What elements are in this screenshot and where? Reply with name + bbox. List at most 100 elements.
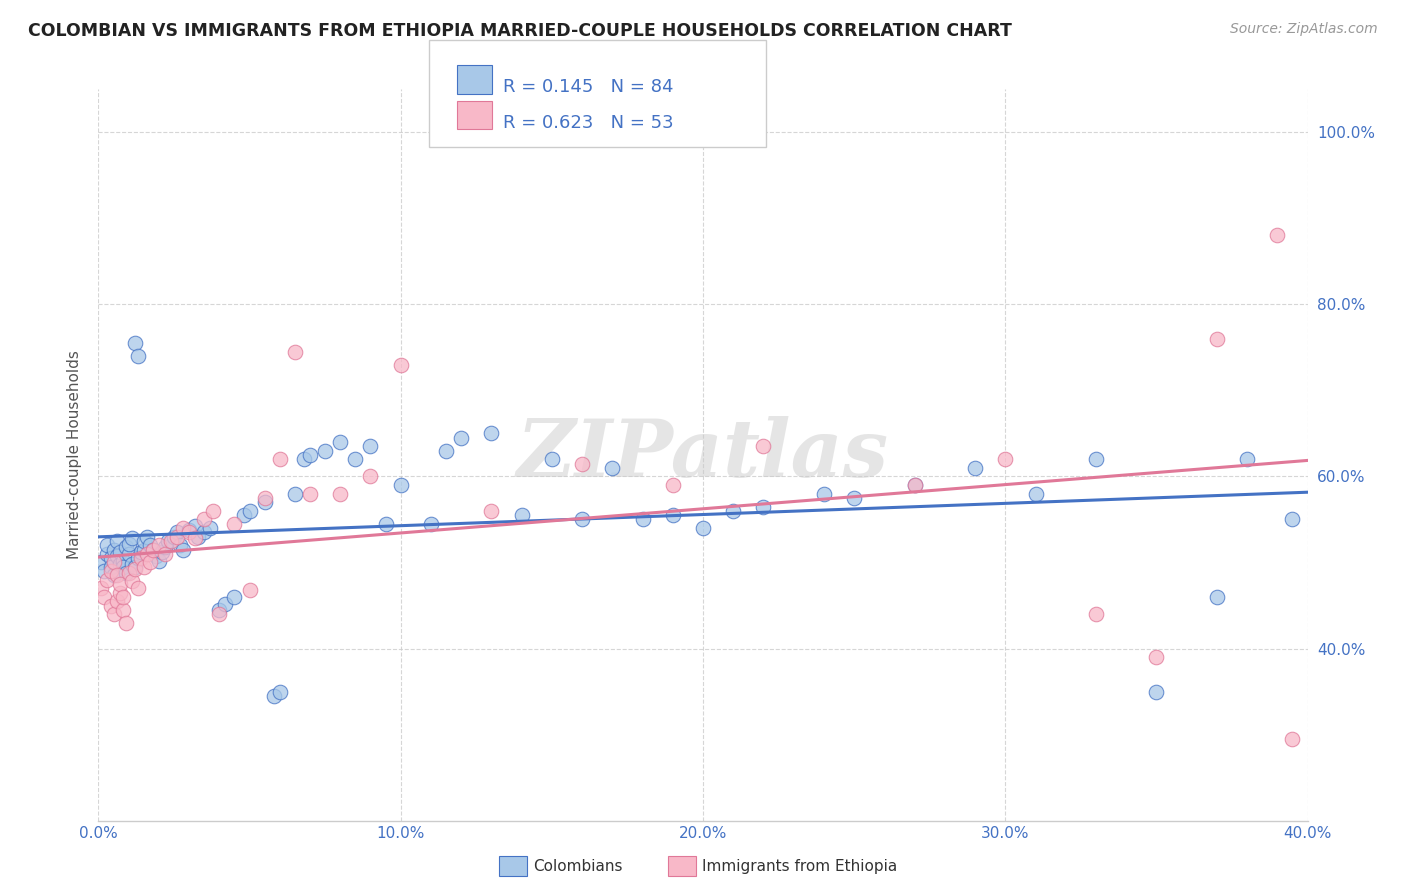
Point xyxy=(105,568,128,582)
Point xyxy=(135,547,157,561)
Point xyxy=(156,533,179,548)
Point xyxy=(434,443,457,458)
Point xyxy=(135,530,157,544)
Point xyxy=(360,469,382,483)
Point xyxy=(114,540,136,554)
Point xyxy=(1144,650,1167,665)
Point xyxy=(105,533,128,548)
Point xyxy=(571,457,593,471)
Point xyxy=(253,491,276,505)
Point xyxy=(103,568,125,582)
Point xyxy=(904,478,927,492)
Point xyxy=(103,556,125,570)
Point xyxy=(752,439,775,453)
Point xyxy=(239,504,262,518)
Text: ZIPatlas: ZIPatlas xyxy=(517,417,889,493)
Point xyxy=(132,533,155,548)
Point xyxy=(269,452,291,467)
Point xyxy=(103,542,125,557)
Point xyxy=(1085,452,1108,467)
Point xyxy=(114,566,136,580)
Point xyxy=(111,554,134,568)
Point xyxy=(160,533,183,548)
Point xyxy=(661,508,683,523)
Y-axis label: Married-couple Households: Married-couple Households xyxy=(66,351,82,559)
Point xyxy=(96,538,118,552)
Point xyxy=(127,582,149,596)
Point xyxy=(239,582,262,597)
Point xyxy=(253,495,276,509)
Point xyxy=(177,523,201,537)
Point xyxy=(360,439,382,453)
Point xyxy=(172,521,194,535)
Point xyxy=(93,590,115,604)
Point xyxy=(90,582,112,596)
Point xyxy=(96,547,118,561)
Point xyxy=(148,538,170,552)
Point xyxy=(124,562,146,576)
Point xyxy=(153,540,176,554)
Point xyxy=(100,564,122,578)
Point xyxy=(108,585,131,599)
Point xyxy=(127,551,149,566)
Point xyxy=(314,443,336,458)
Point xyxy=(118,566,141,580)
Point xyxy=(208,603,231,617)
Point xyxy=(150,545,173,559)
Point xyxy=(1144,684,1167,698)
Point xyxy=(96,573,118,587)
Point xyxy=(121,532,143,546)
Point xyxy=(202,504,225,518)
Point xyxy=(193,525,215,540)
Point xyxy=(292,452,315,467)
Point xyxy=(100,559,122,574)
Text: COLOMBIAN VS IMMIGRANTS FROM ETHIOPIA MARRIED-COUPLE HOUSEHOLDS CORRELATION CHAR: COLOMBIAN VS IMMIGRANTS FROM ETHIOPIA MA… xyxy=(28,22,1012,40)
Point xyxy=(224,516,246,531)
Point xyxy=(166,530,188,544)
Point xyxy=(284,486,307,500)
Point xyxy=(571,512,593,526)
Point xyxy=(111,603,134,617)
Point xyxy=(111,559,134,574)
Point xyxy=(389,358,412,372)
Point xyxy=(232,508,254,523)
Point xyxy=(172,542,194,557)
Point xyxy=(121,558,143,572)
Point xyxy=(200,521,222,535)
Point xyxy=(118,547,141,561)
Text: Source: ZipAtlas.com: Source: ZipAtlas.com xyxy=(1230,22,1378,37)
Point xyxy=(299,448,322,462)
Point xyxy=(510,508,533,523)
Point xyxy=(904,478,927,492)
Point xyxy=(108,577,131,591)
Point xyxy=(105,549,128,563)
Point xyxy=(752,500,775,514)
Point xyxy=(214,597,236,611)
Text: R = 0.145   N = 84: R = 0.145 N = 84 xyxy=(503,78,673,96)
Point xyxy=(129,545,152,559)
Point xyxy=(139,556,162,570)
Point xyxy=(184,532,207,546)
Point xyxy=(1206,590,1229,604)
Point xyxy=(124,336,146,351)
Point xyxy=(813,486,835,500)
Point xyxy=(121,574,143,589)
Point xyxy=(193,512,215,526)
Point xyxy=(1265,228,1288,243)
Point xyxy=(1024,486,1046,500)
Point xyxy=(142,542,165,557)
Point xyxy=(1236,452,1258,467)
Point xyxy=(481,426,503,441)
Point xyxy=(177,525,201,540)
Point xyxy=(631,512,654,526)
Point xyxy=(108,558,131,572)
Point xyxy=(1281,731,1303,746)
Point xyxy=(374,516,396,531)
Point xyxy=(100,599,122,613)
Point xyxy=(1206,332,1229,346)
Point xyxy=(692,521,714,535)
Point xyxy=(145,549,167,563)
Point xyxy=(127,349,149,363)
Point xyxy=(299,486,322,500)
Point xyxy=(132,559,155,574)
